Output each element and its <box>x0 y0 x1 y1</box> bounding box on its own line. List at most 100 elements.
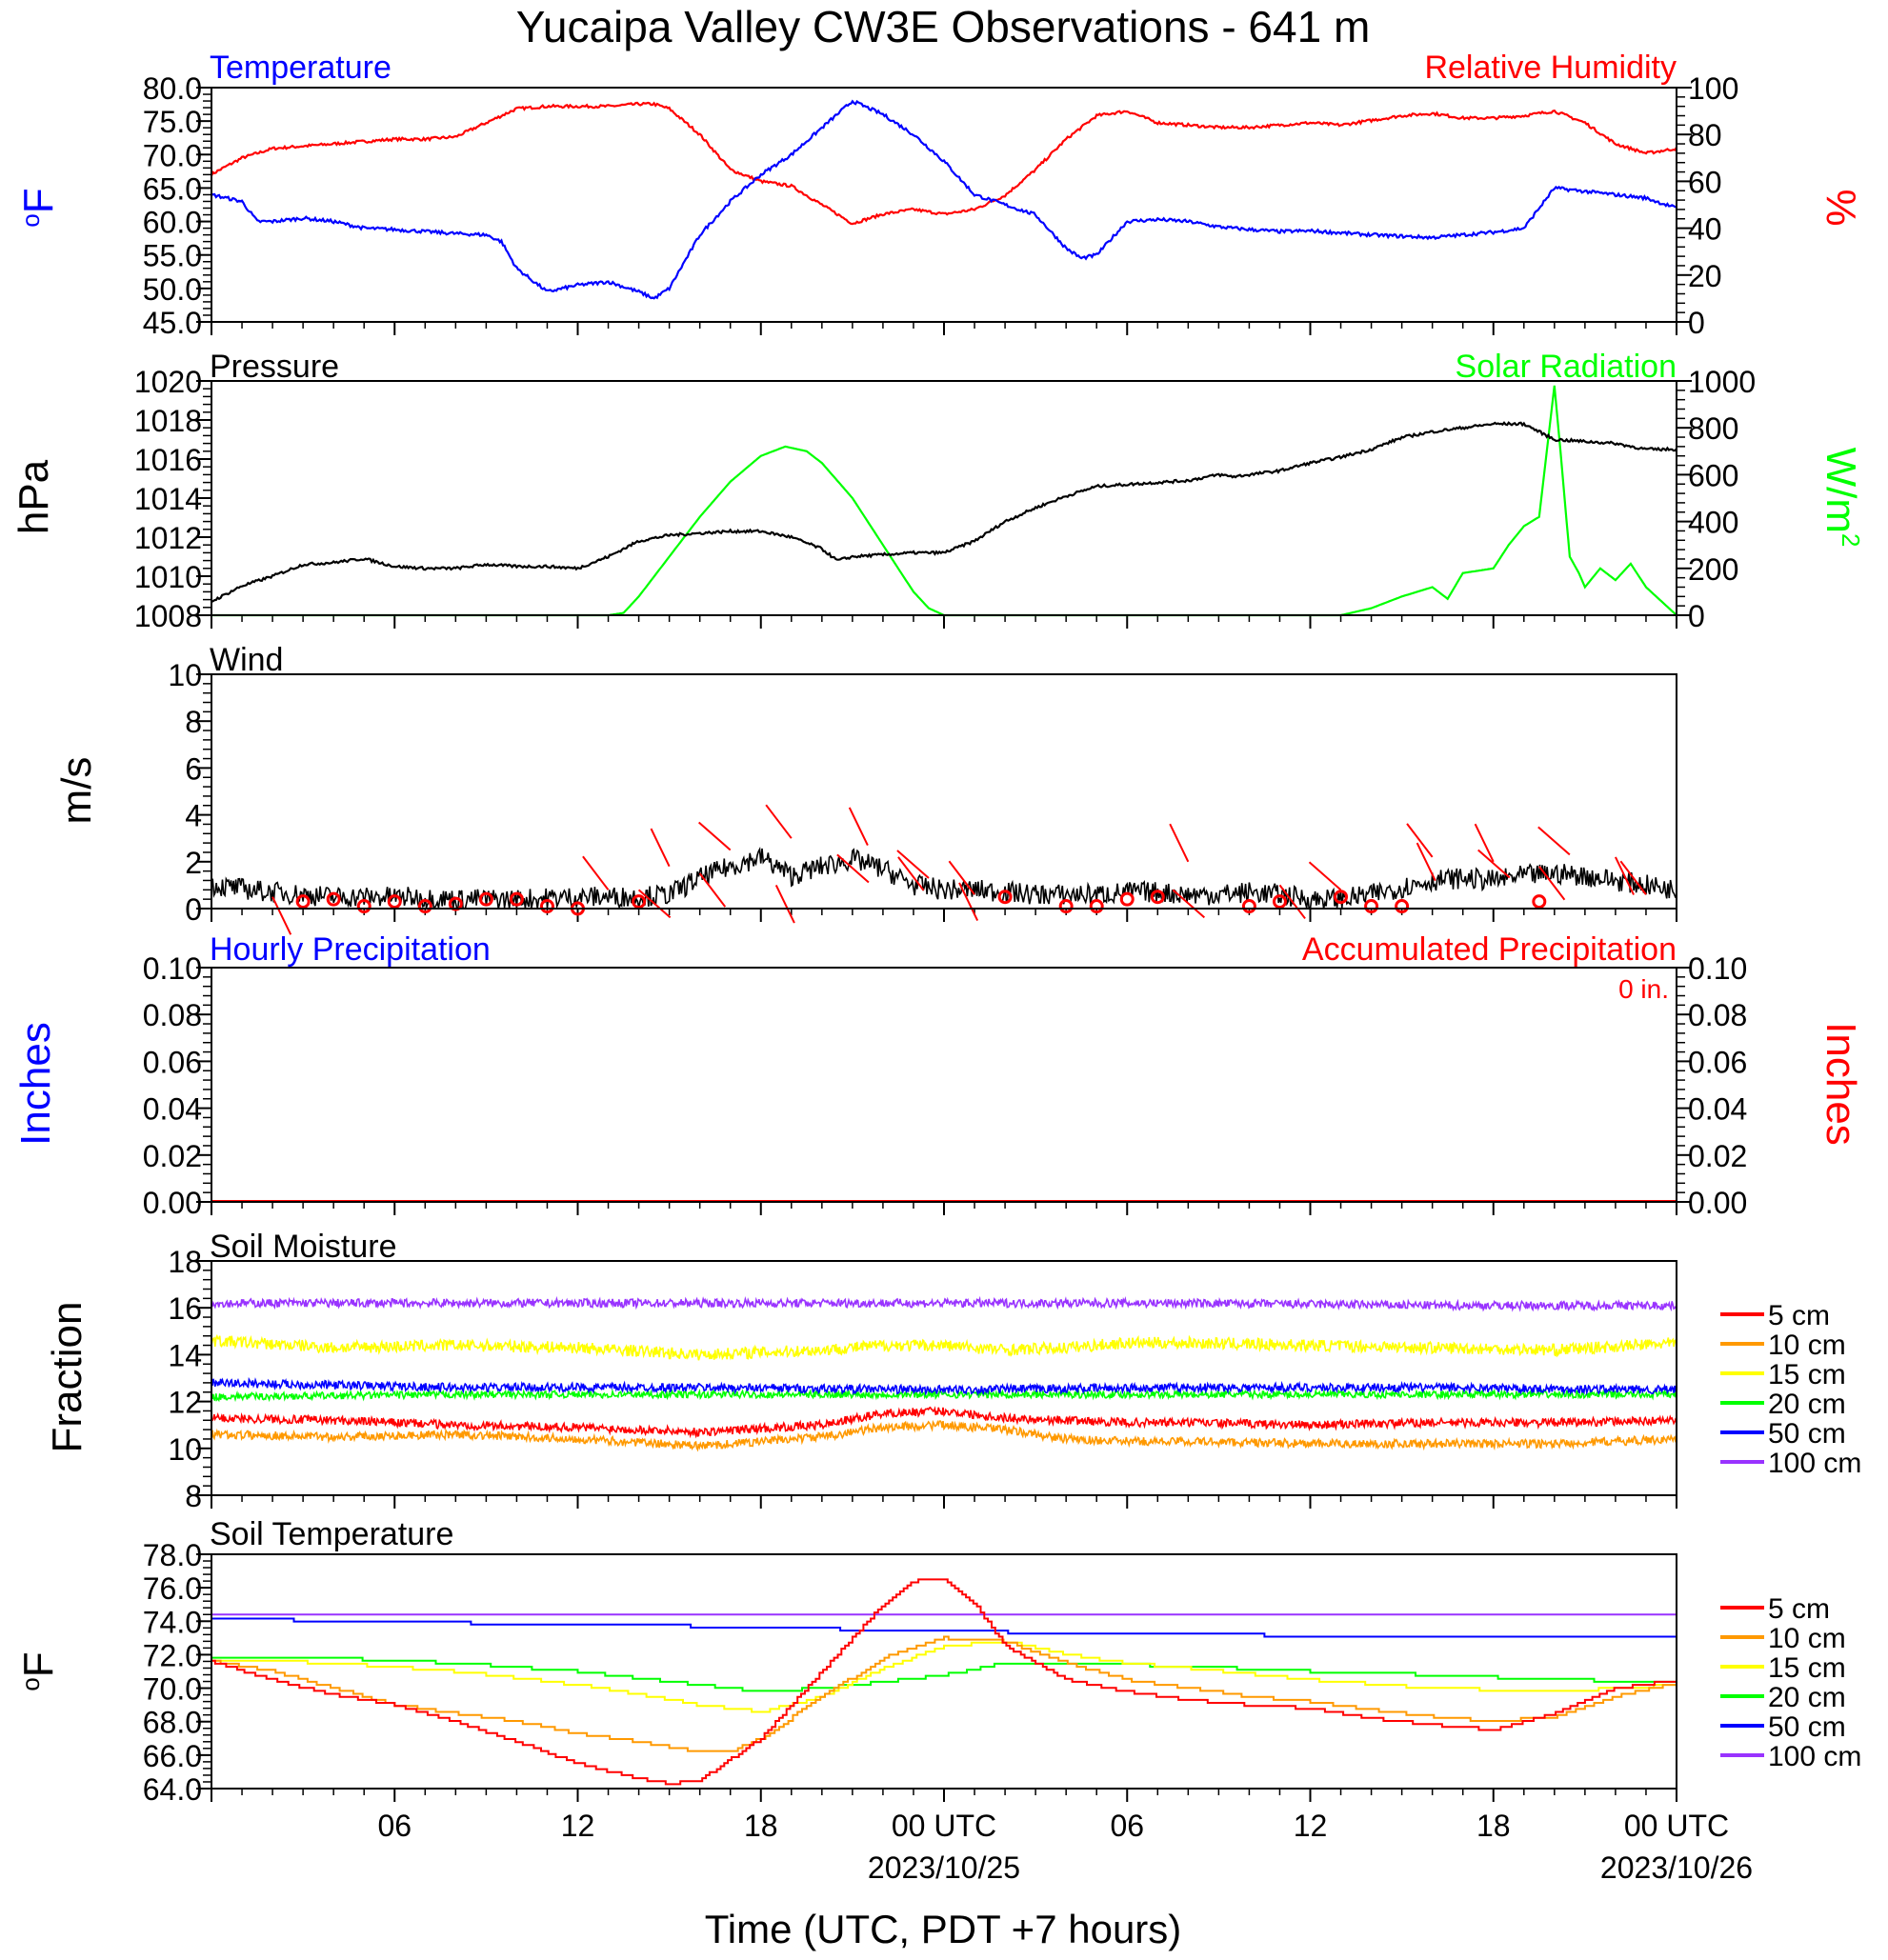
calm-wind-marker <box>997 890 1013 905</box>
left-tick-label: 60.0 <box>143 206 202 240</box>
time-tick-label: 06 <box>1110 1809 1144 1843</box>
calm-wind-marker <box>1532 894 1547 910</box>
right-tick-label: 600 <box>1688 458 1738 492</box>
calm-wind-marker <box>295 894 311 910</box>
calm-wind-marker <box>1364 899 1379 914</box>
legend-label: 20 cm <box>1768 1682 1846 1713</box>
calm-wind-marker <box>1119 891 1135 907</box>
pressure-unit: hPa <box>10 459 57 534</box>
soil-temperature-title: Soil Temperature <box>210 1516 453 1552</box>
right-tick-label: 0.04 <box>1688 1092 1747 1127</box>
panel-pressure-solar: Pressure Solar Radiation hPa W/m2 102010… <box>10 349 1865 633</box>
pressure-solar-frame <box>211 380 1677 616</box>
left-tick-label: 72.0 <box>143 1638 202 1672</box>
calm-wind-marker <box>509 891 524 907</box>
calm-wind-marker <box>1058 899 1074 914</box>
calm-wind-marker <box>356 899 372 914</box>
series-line-15-cm <box>211 1641 1677 1713</box>
panel-precipitation: Hourly Precipitation Accumulated Precipi… <box>12 931 1864 1220</box>
wind-barb <box>1416 842 1436 882</box>
right-tick-label: 0.10 <box>1688 951 1747 986</box>
right-tick-label: 0.00 <box>1688 1186 1747 1220</box>
right-tick-label: 0.08 <box>1688 998 1747 1032</box>
temperature-humidity-plot <box>210 99 1677 335</box>
right-tick-label: 60 <box>1688 165 1722 199</box>
humidity-axis-ticks: 100 80 60 40 20 0 <box>1677 71 1738 340</box>
wind-barb <box>650 828 671 868</box>
wind-barb <box>765 804 793 839</box>
wind-barb <box>1169 823 1190 863</box>
accum-precip-axis-ticks: 0.10 0.08 0.06 0.04 0.02 0.00 <box>1677 951 1747 1220</box>
legend-label: 10 cm <box>1768 1330 1846 1361</box>
solar-axis-ticks: 1000 800 600 400 200 0 <box>1677 365 1756 633</box>
temperature-title: Temperature <box>210 50 392 86</box>
wind-barb <box>271 896 292 935</box>
series-line-temperature <box>211 99 1677 300</box>
wind-barb <box>774 884 795 924</box>
right-tick-label: 400 <box>1688 506 1738 540</box>
series-line-relative-humidity <box>210 101 1677 226</box>
wind-barb <box>637 889 672 919</box>
precipitation-frame <box>211 967 1677 1203</box>
series-line-20-cm <box>211 1656 1677 1692</box>
soil-temperature-frame <box>211 1553 1677 1790</box>
wind-unit: m/s <box>53 757 100 825</box>
wind-plot <box>211 804 1677 935</box>
series-line-5-cm <box>211 1406 1677 1439</box>
left-tick-label: 66.0 <box>143 1739 202 1773</box>
temperature-unit: oF <box>15 188 62 227</box>
left-tick-label: 1012 <box>134 521 202 555</box>
solar-unit: W/m2 <box>1818 448 1865 548</box>
wind-barb <box>848 807 869 847</box>
solar-title: Solar Radiation <box>1456 349 1677 385</box>
wind-barb <box>1308 861 1342 891</box>
time-tick-label: 18 <box>744 1809 778 1843</box>
left-tick-label: 0.02 <box>143 1139 202 1173</box>
wind-barb <box>1615 856 1635 895</box>
wind-frame <box>211 673 1677 910</box>
wind-barb <box>958 882 979 921</box>
left-tick-label: 1008 <box>134 599 202 633</box>
calm-wind-marker <box>539 899 554 914</box>
soil-moisture-unit: Fraction <box>44 1302 90 1453</box>
left-tick-label: 0.08 <box>143 998 202 1032</box>
left-tick-label: 0.06 <box>143 1045 202 1079</box>
left-tick-label: 50.0 <box>143 272 202 307</box>
legend-label: 20 cm <box>1768 1389 1846 1420</box>
left-tick-label: 74.0 <box>143 1605 202 1639</box>
soil-moisture-frame <box>211 1260 1677 1496</box>
series-line-50-cm <box>211 1376 1677 1397</box>
left-tick-label: 0 <box>185 892 202 927</box>
wind-barb <box>1537 826 1571 856</box>
wind-barb <box>1538 866 1566 901</box>
wind-barb <box>1474 823 1495 863</box>
legend-label: 100 cm <box>1768 1741 1861 1772</box>
series-line-5-cm <box>211 1578 1677 1786</box>
wind-barb <box>897 856 925 891</box>
left-tick-label: 55.0 <box>143 239 202 273</box>
left-tick-label: 8 <box>185 1479 202 1513</box>
right-tick-label: 80 <box>1688 118 1722 152</box>
soil-temperature-plot <box>211 1578 1677 1802</box>
calm-wind-marker <box>387 894 402 910</box>
legend-label: 50 cm <box>1768 1418 1846 1450</box>
legend-label: 5 cm <box>1768 1593 1830 1625</box>
legend-label: 15 cm <box>1768 1359 1846 1390</box>
time-tick-label: 12 <box>561 1809 595 1843</box>
series-line-pressure <box>211 421 1677 604</box>
left-tick-label: 65.0 <box>143 171 202 206</box>
wind-barb <box>1406 823 1434 858</box>
right-tick-label: 1000 <box>1688 365 1756 399</box>
time-axis-label: Time (UTC, PDT +7 hours) <box>705 1907 1182 1951</box>
left-tick-label: 75.0 <box>143 105 202 139</box>
time-tick-label: 00 UTC <box>892 1809 996 1843</box>
left-tick-label: 2 <box>185 846 202 880</box>
left-tick-label: 1014 <box>134 482 202 516</box>
left-tick-label: 4 <box>185 799 202 833</box>
